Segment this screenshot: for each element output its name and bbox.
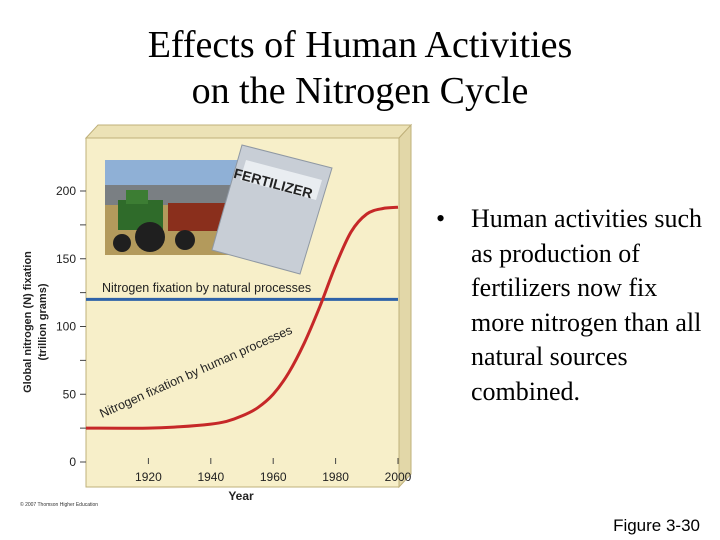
x-tick-label: 1920	[135, 470, 162, 484]
y-axis-label-line-1: Global nitrogen (N) fixation	[22, 251, 34, 393]
bag-label-area	[240, 160, 322, 200]
title-line-1: Effects of Human Activities	[147, 24, 573, 66]
y-axis-ticks: 0 50 100 150 200	[56, 184, 86, 469]
x-tick-label: 2000	[385, 470, 412, 484]
series-label-natural: Nitrogen fixation by natural processes	[102, 281, 311, 295]
y-tick-label: 150	[56, 252, 76, 266]
figure-label: Figure 3-30	[613, 516, 700, 535]
trailer-wheel	[175, 230, 195, 250]
slide-title: Effects of Human Activities on the Nitro…	[0, 22, 720, 114]
frame-side	[398, 123, 412, 489]
trailer	[168, 203, 228, 231]
bullet-text: Human activities such as production of f…	[471, 204, 703, 406]
y-tick-label: 50	[63, 387, 77, 401]
frame-top	[84, 124, 413, 139]
x-tick-label: 1940	[197, 470, 224, 484]
x-axis-label: Year	[228, 489, 254, 503]
bullet-dot: •	[436, 204, 446, 233]
x-axis-ticks: 1920 1940 1960 1980 2000	[135, 458, 412, 484]
copyright-text: © 2007 Thomson Higher Education	[20, 502, 99, 508]
tractor-front-wheel	[113, 234, 131, 252]
title-line-2: on the Nitrogen Cycle	[191, 70, 529, 112]
fertilizer-bag: FERTILIZER	[211, 144, 333, 275]
bullet-point: • Human activities such as production of…	[436, 202, 706, 409]
series-human-processes-line	[85, 205, 399, 430]
y-axis-label-line-2: (trillion grams)	[37, 283, 49, 360]
x-tick-label: 1980	[322, 470, 349, 484]
x-tick-label: 1960	[260, 470, 287, 484]
y-tick-label: 200	[56, 184, 76, 198]
y-tick-label: 0	[69, 455, 76, 469]
tractor-cab	[126, 190, 148, 204]
y-tick-label: 100	[56, 320, 76, 334]
tractor-rear-wheel	[135, 222, 165, 252]
